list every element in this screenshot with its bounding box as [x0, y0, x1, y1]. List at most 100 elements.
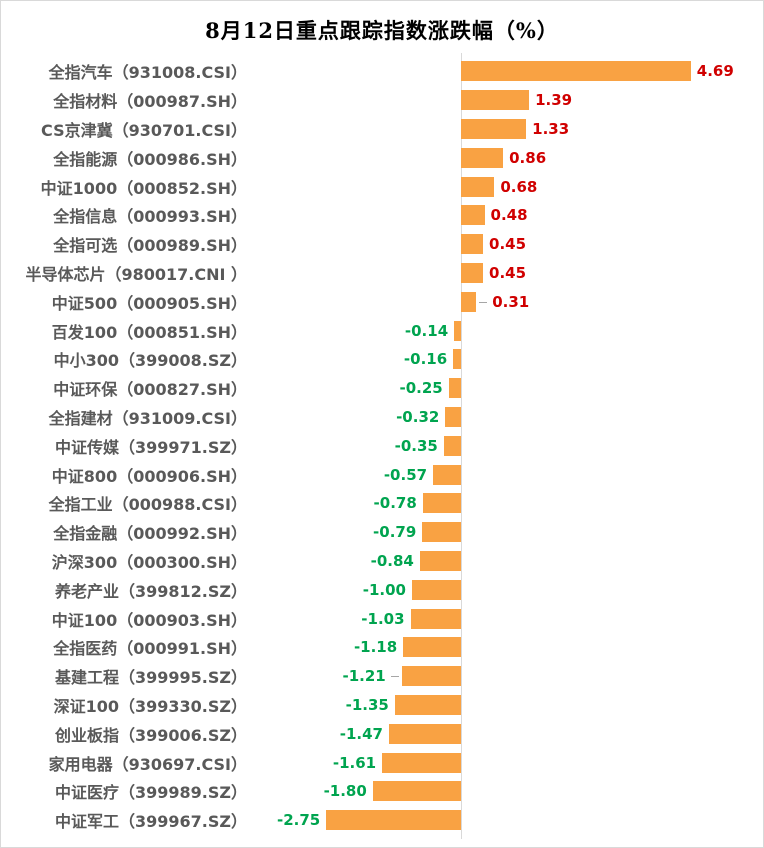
bar [422, 522, 461, 543]
category-label: 养老产业（399812.SZ） [54, 581, 247, 601]
bar [394, 694, 461, 715]
value-label: 0.68 [500, 177, 538, 196]
bar [443, 435, 461, 456]
value-label: -2.75 [277, 811, 321, 830]
category-label: CS京津冀（930701.CSI） [41, 120, 247, 140]
bar [433, 464, 461, 485]
bar [448, 378, 461, 399]
category-label: 全指建材（931009.CSI） [48, 408, 247, 428]
bar [326, 810, 461, 831]
bar [422, 493, 461, 514]
chart-row: 百发100（000851.SH） -0.14 [1, 316, 763, 345]
plot-area: 全指汽车（931008.CSI） 4.69 全指材料（000987.SH） 1.39 C… [1, 53, 763, 839]
category-label: 中证军工（399967.SZ） [54, 812, 247, 832]
value-label: 0.86 [509, 148, 547, 167]
bar [461, 90, 530, 111]
bar [419, 550, 461, 571]
chart-row: 半导体芯片（980017.CNI ） 0.45 [1, 259, 763, 288]
bar [412, 579, 461, 600]
category-label: 家用电器（930697.CSI） [48, 754, 247, 774]
bar [461, 176, 495, 197]
category-label: 中证医疗（399989.SZ） [54, 783, 247, 803]
bar [454, 320, 461, 341]
value-label: -0.32 [396, 407, 440, 426]
bar [410, 608, 461, 629]
value-label: -0.84 [370, 551, 414, 570]
chart-row: 中证军工（399967.SZ） -2.75 [1, 806, 763, 835]
value-label: -1.21 [342, 667, 386, 686]
value-label: -1.35 [345, 695, 389, 714]
chart-row: 全指信息（000993.SH） 0.48 [1, 201, 763, 230]
bar [388, 723, 461, 744]
value-label: 0.48 [490, 206, 528, 225]
zero-axis-line [461, 53, 462, 839]
chart-row: 全指金融（000992.SH） -0.79 [1, 518, 763, 547]
value-label: -1.00 [362, 580, 406, 599]
bar [461, 61, 691, 82]
value-label: -0.78 [373, 494, 417, 513]
value-label: 0.45 [489, 235, 527, 254]
category-label: 中证环保（000827.SH） [53, 380, 247, 400]
value-label: 0.45 [489, 263, 527, 282]
chart-row: 中证1000（000852.SH） 0.68 [1, 172, 763, 201]
bar [403, 637, 461, 658]
value-label: -0.57 [383, 465, 428, 484]
category-label: 全指能源（000986.SH） [53, 149, 247, 169]
value-label: -0.79 [373, 523, 417, 542]
value-label: -1.03 [361, 609, 405, 628]
value-label: -0.14 [404, 321, 449, 340]
category-label: 全指可选（000989.SH） [53, 236, 247, 256]
category-label: 中证1000（000852.SH） [40, 178, 247, 198]
bar [461, 291, 477, 312]
chart-row: 中小300（399008.SZ） -0.16 [1, 345, 763, 374]
chart-row: 创业板指（399006.SZ） -1.47 [1, 719, 763, 748]
bar [453, 349, 461, 370]
bar [461, 262, 484, 283]
chart-row: 家用电器（930697.CSI） -1.61 [1, 748, 763, 777]
category-label: 半导体芯片（980017.CNI ） [25, 264, 247, 284]
category-label: 全指汽车（931008.CSI） [48, 63, 247, 83]
chart-row: 全指工业（000988.CSI） -0.78 [1, 489, 763, 518]
category-label: 中证传媒（399971.SZ） [54, 437, 247, 457]
value-label: -0.16 [403, 350, 448, 369]
chart-row: 中证500（000905.SH） 0.31 [1, 287, 763, 316]
value-label: 4.69 [696, 62, 734, 81]
chart-row: 中证100（000903.SH） -1.03 [1, 604, 763, 633]
bar [461, 118, 527, 139]
category-label: 全指材料（000987.SH） [53, 92, 247, 112]
category-label: 创业板指（399006.SZ） [54, 725, 247, 745]
category-label: 中证500（000905.SH） [51, 293, 247, 313]
bar [461, 234, 484, 255]
chart-row: 全指能源（000986.SH） 0.86 [1, 143, 763, 172]
chart-row: 中证传媒（399971.SZ） -0.35 [1, 431, 763, 460]
category-label: 中证800（000906.SH） [51, 466, 247, 486]
value-label: 1.33 [532, 119, 570, 138]
bar [401, 666, 461, 687]
chart-row: 深证100（399330.SZ） -1.35 [1, 691, 763, 720]
chart-row: 基建工程（399995.SZ） -1.21 [1, 662, 763, 691]
category-label: 中小300（399008.SZ） [53, 351, 247, 371]
bar [445, 406, 461, 427]
category-label: 中证100（000903.SH） [51, 610, 247, 630]
chart-row: 全指材料（000987.SH） 1.39 [1, 86, 763, 115]
value-label: -1.80 [323, 782, 367, 801]
chart-row: 全指可选（000989.SH） 0.45 [1, 230, 763, 259]
value-label: 0.31 [492, 292, 530, 311]
chart-row: 沪深300（000300.SH） -0.84 [1, 547, 763, 576]
chart-row: 中证800（000906.SH） -0.57 [1, 460, 763, 489]
chart-row: 中证医疗（399989.SZ） -1.80 [1, 777, 763, 806]
chart-row: 全指建材（931009.CSI） -0.32 [1, 403, 763, 432]
value-label: -1.61 [332, 753, 377, 772]
chart-title: 8月12日重点跟踪指数涨跌幅（%） [205, 18, 559, 43]
category-label: 沪深300（000300.SH） [51, 552, 247, 572]
bar [382, 752, 461, 773]
value-label: -1.18 [353, 638, 398, 657]
value-label: -0.35 [394, 436, 438, 455]
category-label: 基建工程（399995.SZ） [54, 668, 247, 688]
category-label: 全指医药（000991.SH） [53, 639, 247, 659]
value-label: -1.47 [339, 724, 383, 743]
bar [372, 781, 461, 802]
chart-row: 中证环保（000827.SH） -0.25 [1, 374, 763, 403]
bar [461, 205, 485, 226]
